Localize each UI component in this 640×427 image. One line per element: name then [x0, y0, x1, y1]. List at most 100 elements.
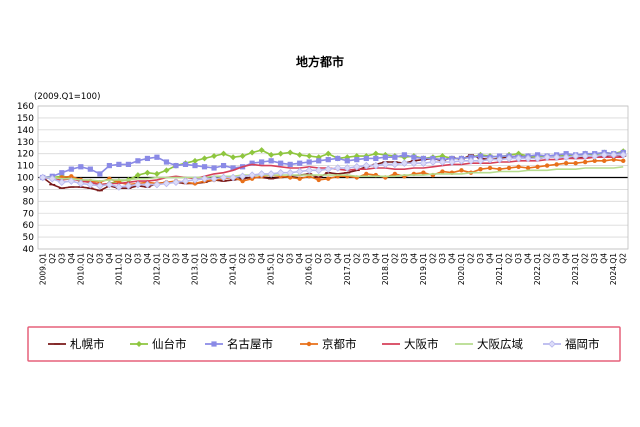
data-point [324, 165, 333, 173]
data-point [115, 183, 123, 191]
data-point [382, 154, 388, 160]
x-tick-label: Q2 [86, 253, 95, 264]
x-tick-label: Q2 [466, 253, 475, 264]
data-point [440, 169, 445, 174]
data-point [181, 177, 190, 185]
x-tick-label: Q2 [619, 253, 628, 264]
data-point [543, 153, 551, 162]
data-point [220, 162, 227, 169]
data-point [400, 159, 409, 167]
x-tick-label: Q4 [67, 253, 76, 264]
x-tick-label: Q4 [105, 253, 114, 264]
legend-item: 大阪市 [382, 337, 439, 351]
y-tick-label: 150 [17, 114, 34, 124]
data-point [421, 170, 426, 175]
x-tick-label: 2018.Q1 [381, 253, 390, 285]
data-point [249, 149, 256, 156]
data-point [344, 158, 350, 164]
data-point [514, 154, 523, 163]
data-point [316, 177, 321, 183]
data-point [325, 157, 331, 163]
y-tick-label: 80 [23, 197, 35, 207]
x-tick-label: Q4 [219, 253, 228, 264]
plot-frame [37, 105, 629, 250]
x-tick-label: 2017.Q1 [343, 253, 352, 285]
data-point [354, 157, 360, 163]
data-point [563, 161, 569, 166]
data-point [373, 155, 379, 162]
x-tick-label: Q2 [200, 253, 209, 264]
data-point [67, 177, 76, 185]
x-tick-label: 2010.Q1 [76, 253, 85, 285]
data-point [96, 182, 104, 190]
legend-label: 大阪市 [404, 337, 439, 351]
data-point [602, 158, 607, 164]
x-tick-label: Q3 [95, 253, 104, 264]
x-tick-label: Q2 [276, 253, 285, 264]
data-point [287, 175, 293, 180]
x-tick-label: Q3 [552, 253, 561, 264]
data-point [240, 178, 245, 184]
data-point [306, 153, 313, 160]
x-tick-label: Q2 [48, 253, 57, 264]
data-point [268, 151, 275, 158]
data-point [467, 157, 475, 165]
data-point [306, 159, 312, 165]
y-tick-label: 50 [23, 233, 35, 243]
data-point [297, 160, 303, 166]
x-tick-label: 2014.Q1 [229, 253, 238, 285]
x-tick-label: 2022.Q1 [533, 253, 542, 285]
data-point [478, 166, 483, 172]
x-tick-label: Q4 [371, 253, 380, 264]
data-point [477, 153, 484, 159]
data-point [230, 165, 236, 171]
data-point [201, 164, 208, 170]
data-point [153, 170, 160, 177]
x-tick-label: 2020.Q1 [457, 253, 466, 285]
data-point [136, 341, 142, 347]
data-point [438, 158, 447, 166]
data-point [69, 174, 74, 179]
x-tick-label: Q2 [428, 253, 437, 264]
data-point [268, 158, 274, 164]
data-point [191, 176, 199, 184]
data-point [163, 159, 170, 165]
x-tick-label: Q3 [590, 253, 599, 264]
x-tick-label: Q3 [400, 253, 409, 264]
x-tick-label: Q4 [409, 253, 418, 264]
data-point [144, 155, 151, 162]
data-point [97, 171, 103, 177]
legend-label: 福岡市 [565, 337, 600, 351]
x-tick-label: 2011.Q1 [114, 253, 123, 285]
x-tick-label: Q3 [57, 253, 66, 264]
data-point [105, 180, 114, 189]
data-point [343, 164, 352, 172]
data-point [305, 166, 313, 175]
y-tick-label: 70 [23, 209, 35, 219]
data-point [192, 157, 199, 164]
data-point [257, 170, 266, 178]
data-point [486, 155, 494, 164]
series-line [42, 166, 624, 182]
data-point [495, 155, 504, 164]
data-point [326, 176, 331, 181]
y-tick-label: 100 [17, 174, 34, 184]
data-point [325, 150, 332, 157]
data-point [229, 173, 237, 182]
data-point [154, 154, 160, 160]
data-point [163, 167, 170, 174]
data-point [277, 150, 284, 157]
y-tick-label: 120 [17, 150, 34, 160]
x-tick-label: 2015.Q1 [267, 253, 276, 285]
data-point [58, 178, 66, 187]
data-point [381, 160, 390, 169]
x-tick-label: Q2 [543, 253, 552, 264]
x-tick-label: Q3 [324, 253, 333, 264]
data-point [134, 172, 141, 179]
data-point [106, 162, 112, 169]
data-point [211, 153, 218, 160]
data-point [535, 164, 540, 169]
x-tick-label: Q4 [600, 253, 609, 264]
